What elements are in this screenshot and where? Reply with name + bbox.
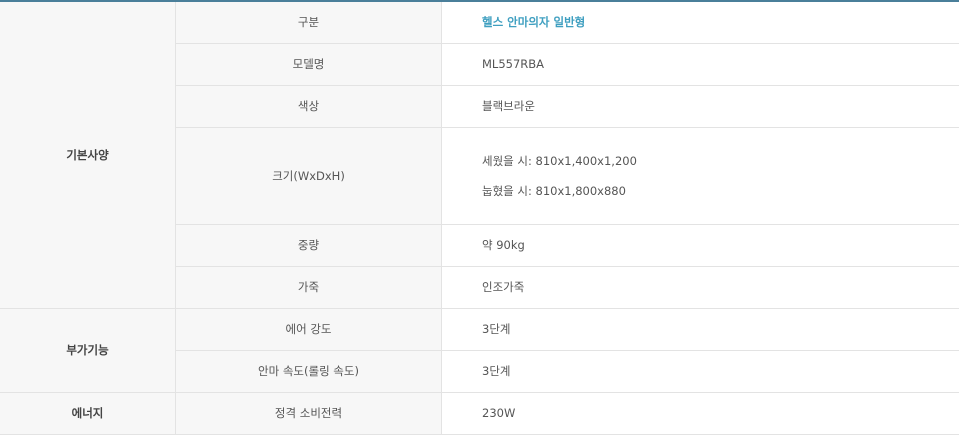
spec-key: 에어 강도 [175,308,442,351]
table-row: 크기(WxDxH) 세웠을 시: 810x1,400x1,200 눕혔을 시: … [0,127,959,225]
size-upright: 세웠을 시: 810x1,400x1,200 [482,153,637,168]
size-reclined: 눕혔을 시: 810x1,800x880 [482,183,626,198]
table-row: 기본사양 구분 헬스 안마의자 일반형 [0,1,959,309]
spec-key: 색상 [175,85,442,128]
spec-key: 모델명 [175,43,442,86]
spec-value: 3단계 [441,308,959,351]
table-row: 가죽 인조가죽 [0,266,959,309]
spec-key: 중량 [175,224,442,267]
spec-value: 블랙브라운 [441,85,959,128]
table-row: 에너지 정격 소비전력 230W [0,392,959,435]
spec-key: 크기(WxDxH) [175,127,442,225]
table-row: 색상 블랙브라운 [0,85,959,128]
table-row: 모델명 ML557RBA [0,43,959,86]
group-energy: 에너지 [0,392,176,435]
spec-value: 약 90kg [441,224,959,267]
spec-value: 230W [441,392,959,435]
spec-key: 가죽 [175,266,442,309]
spec-value: 3단계 [441,350,959,393]
group-extra: 부가기능 [0,308,176,393]
table-row: 부가기능 에어 강도 3단계 [0,308,959,393]
spec-value: 인조가죽 [441,266,959,309]
group-basic: 기본사양 [0,1,176,309]
spec-key: 안마 속도(롤링 속도) [175,350,442,393]
table-row: 중량 약 90kg [0,224,959,267]
spec-key: 정격 소비전력 [175,392,442,435]
table-row: 안마 속도(롤링 속도) 3단계 [0,350,959,393]
spec-value: ML557RBA [441,43,959,86]
spec-key: 구분 [175,1,442,44]
spec-value: 헬스 안마의자 일반형 [441,1,959,44]
spec-value: 세웠을 시: 810x1,400x1,200 눕혔을 시: 810x1,800x… [441,127,959,225]
